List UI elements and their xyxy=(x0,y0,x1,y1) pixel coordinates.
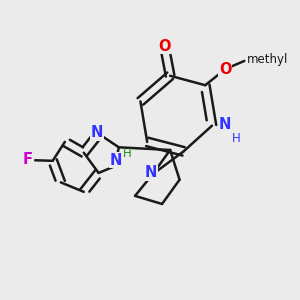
Text: O: O xyxy=(158,39,171,54)
Text: H: H xyxy=(231,133,240,146)
Text: methyl: methyl xyxy=(247,53,288,66)
Text: N: N xyxy=(110,153,122,168)
Text: H: H xyxy=(123,147,132,160)
Text: methyl: methyl xyxy=(246,49,294,63)
Text: N: N xyxy=(145,165,158,180)
Text: N: N xyxy=(219,117,231,132)
Text: F: F xyxy=(22,152,32,167)
Text: N: N xyxy=(91,125,104,140)
Text: O: O xyxy=(219,61,232,76)
